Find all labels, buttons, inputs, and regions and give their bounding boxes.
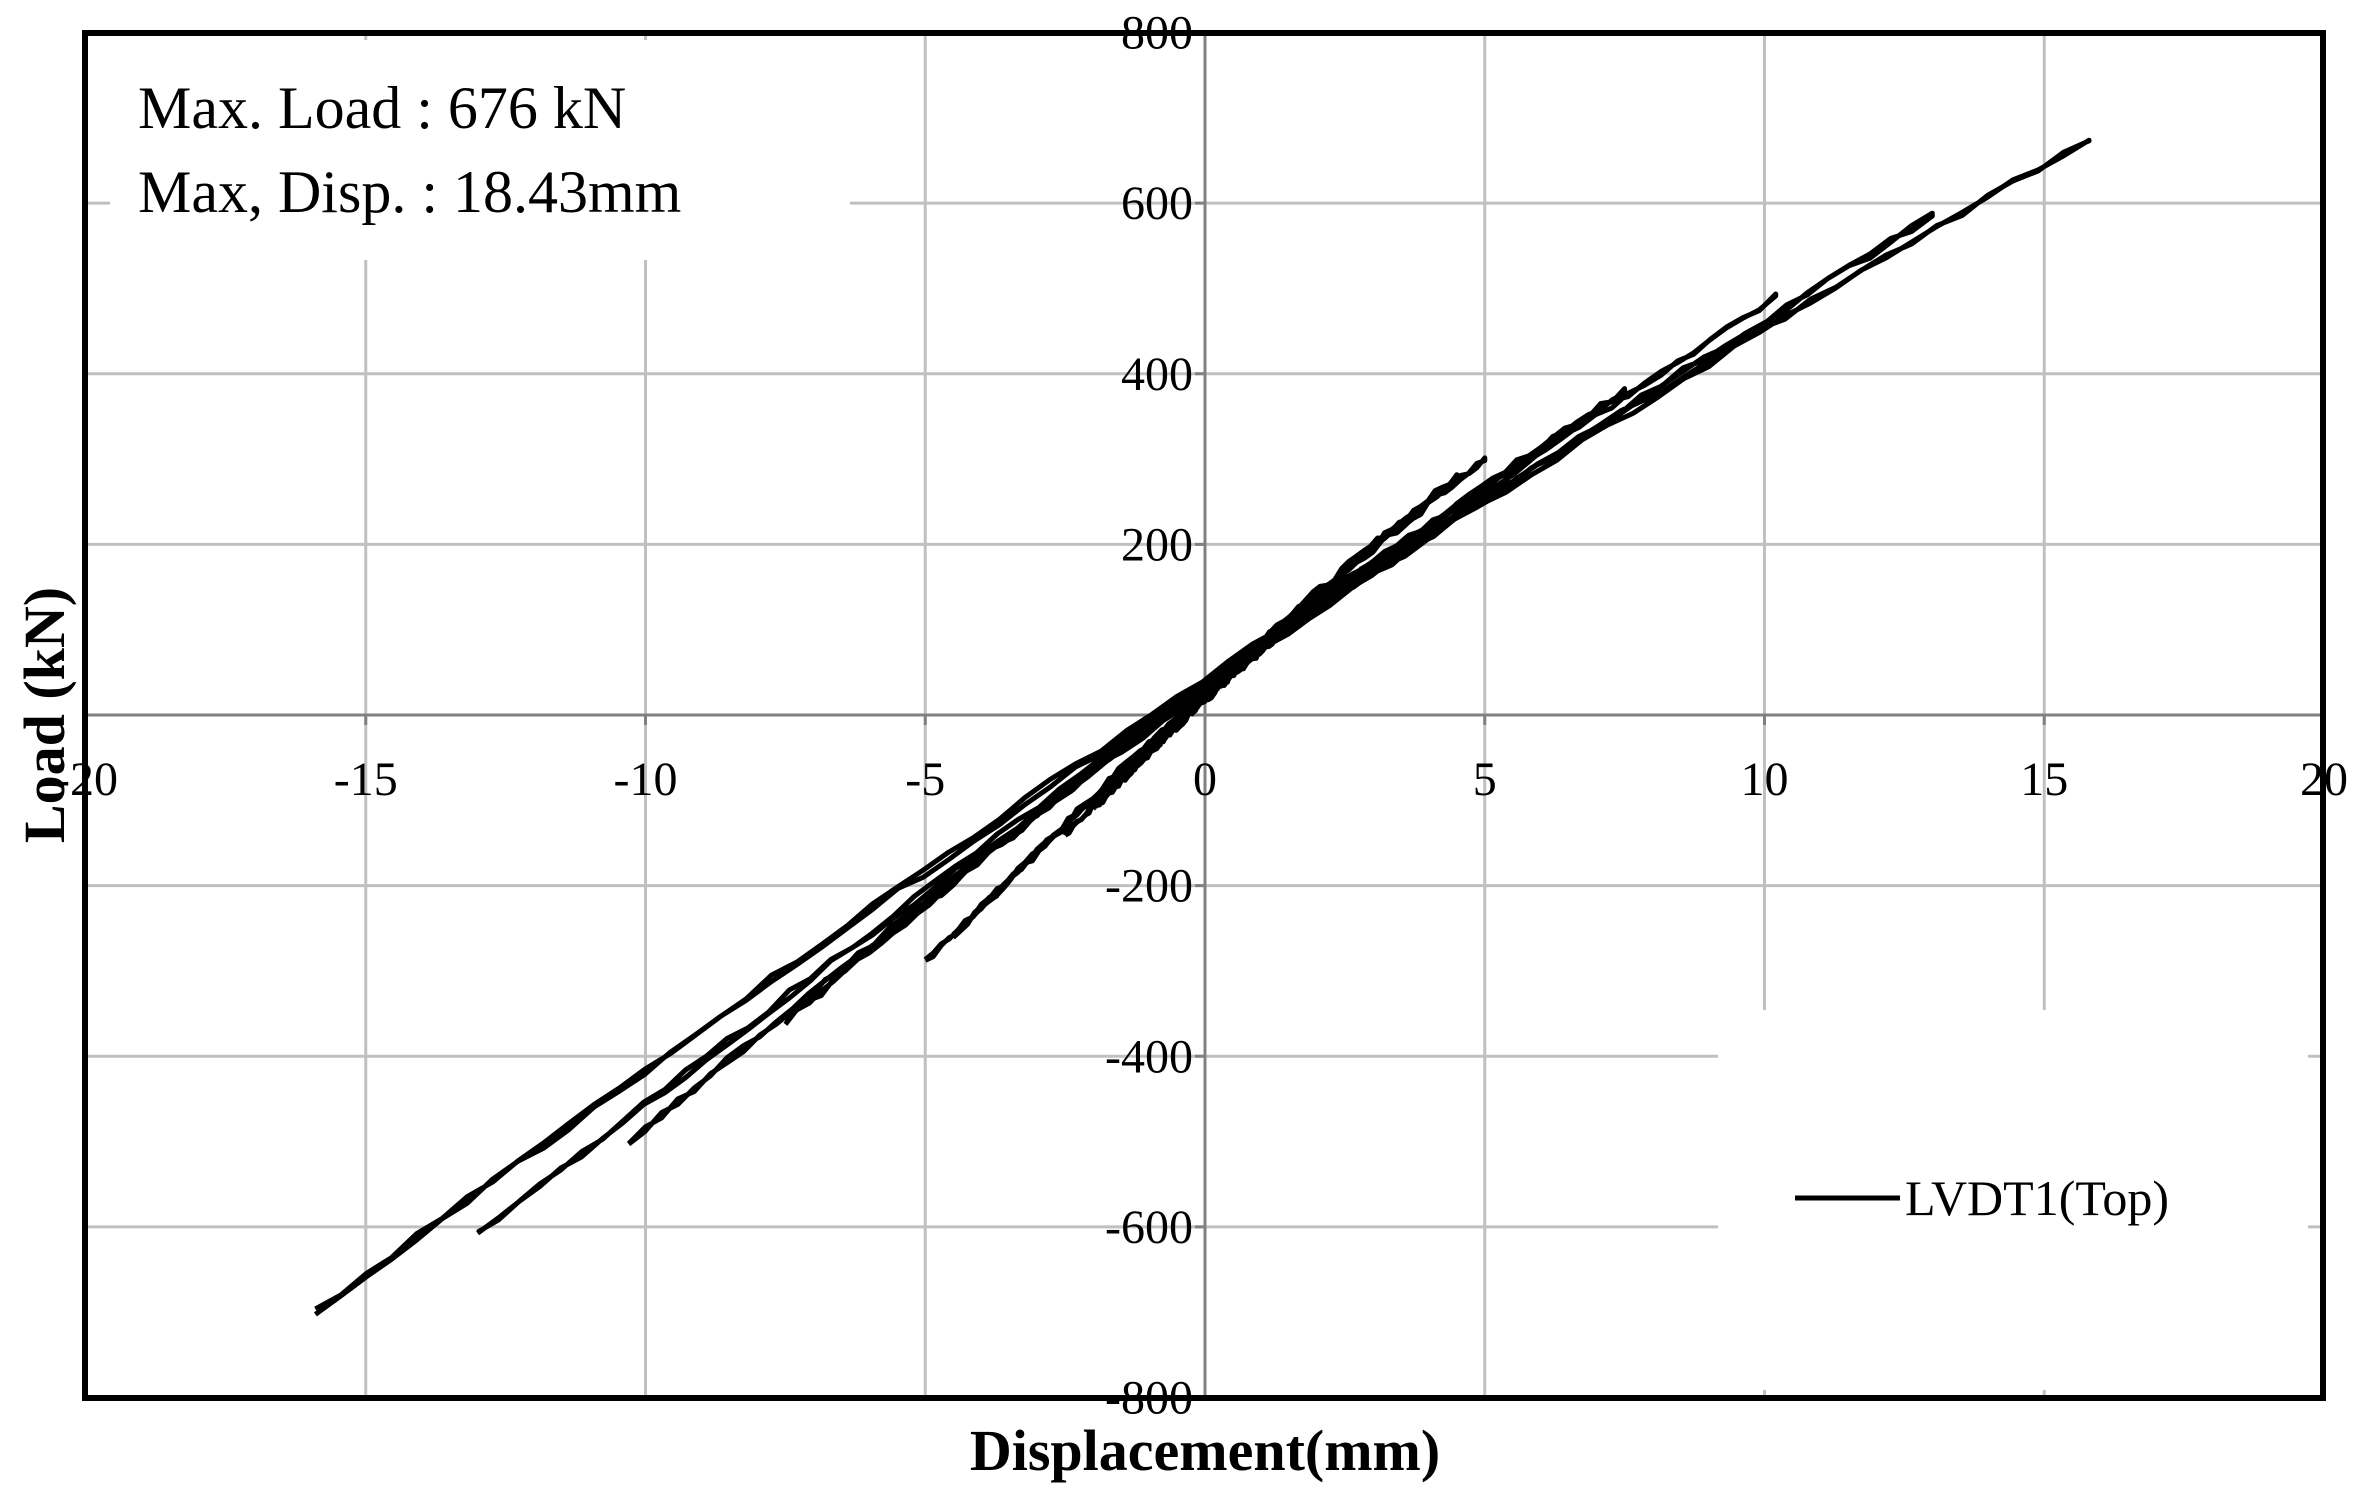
x-tick-label: 15	[2020, 753, 2068, 806]
x-tick-label: -10	[614, 753, 678, 806]
y-tick-label: 200	[1121, 518, 1193, 571]
y-tick-label: -200	[1105, 860, 1193, 913]
x-tick-label: -15	[334, 753, 398, 806]
y-tick-label: 400	[1121, 348, 1193, 401]
plot-frame	[82, 30, 2326, 1401]
x-tick-label: 0	[1193, 753, 1217, 806]
x-tick-label: 10	[1741, 753, 1789, 806]
hysteresis-loop	[476, 210, 1935, 1236]
hysteresis-loop	[923, 455, 1488, 963]
annotation-box	[110, 40, 850, 260]
x-tick-label: -5	[905, 753, 945, 806]
y-tick-label: -400	[1105, 1030, 1193, 1083]
legend: LVDT1(Top)	[1718, 1010, 2308, 1390]
x-tick-label: 5	[1473, 753, 1497, 806]
x-axis-title: Displacement(mm)	[970, 1418, 1440, 1483]
load-displacement-curves	[313, 137, 2092, 1317]
max-disp-annotation: Max, Disp. : 18.43mm	[138, 159, 681, 225]
max-load-annotation: Max. Load : 676 kN	[138, 75, 626, 141]
hysteresis-loop	[313, 137, 2092, 1317]
y-tick-label: 600	[1121, 177, 1193, 230]
y-tick-label: -600	[1105, 1201, 1193, 1254]
legend-label: LVDT1(Top)	[1905, 1170, 2169, 1226]
y-axis-title: Load (kN)	[12, 587, 77, 843]
